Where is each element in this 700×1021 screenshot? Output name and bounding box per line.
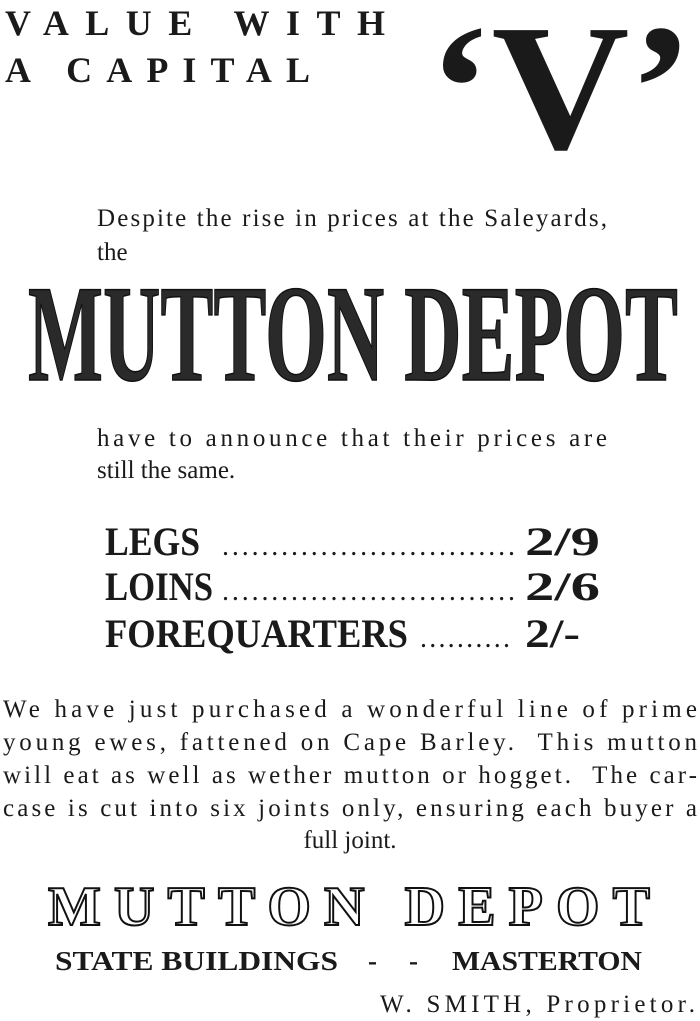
intro-line: Despite the rise in prices at the Saleya… [97, 205, 607, 232]
body-line: will eat as well as wether mutton or hog… [3, 762, 697, 789]
price-item: LOINS [105, 564, 213, 609]
price-item: FOREQUARTERS [105, 611, 408, 656]
headline: MUTTON DEPOT [28, 257, 678, 410]
price-value: 2/- [525, 611, 580, 656]
emblem: ‘V’ [428, 0, 693, 187]
price-leader: .......... [420, 623, 510, 654]
body-line: full joint. [303, 827, 396, 854]
footer-name: MUTTON DEPOT [48, 876, 650, 938]
intro-line: the [97, 239, 128, 266]
body-line: young ewes, fattened on Cape Barley. Thi… [3, 729, 698, 756]
price-value: 2/6 [525, 564, 600, 609]
proprietor: W. SMITH, Proprietor. [380, 991, 695, 1018]
price-item: LEGS [105, 519, 200, 564]
address: MASTERTON [452, 946, 643, 976]
header-line: VALUE WITH [5, 3, 385, 43]
price-leader: .............................. [222, 576, 515, 607]
body-line: We have just purchased a wonderful line … [3, 696, 697, 723]
address: STATE BUILDINGS [55, 946, 338, 976]
header-line: A CAPITAL [5, 50, 310, 90]
body-line: case is cut into six joints only, ensuri… [3, 795, 697, 822]
address-separator: - - [368, 946, 418, 976]
price-value: 2/9 [525, 519, 600, 564]
announcement-line: have to announce that their prices are [97, 425, 607, 452]
price-leader: .............................. [222, 531, 515, 562]
announcement-line: still the same. [97, 457, 235, 484]
